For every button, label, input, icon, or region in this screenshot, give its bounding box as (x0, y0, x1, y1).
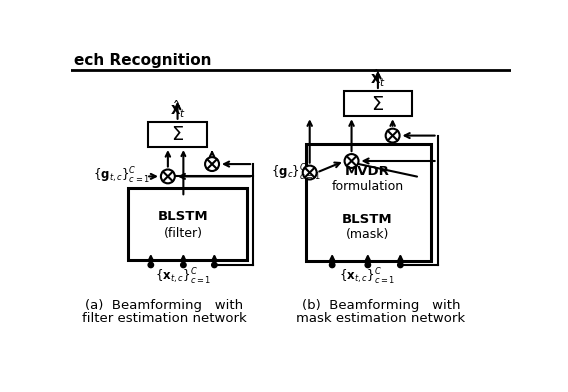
Text: mask estimation network: mask estimation network (296, 312, 466, 325)
Text: (a)  Beamforming   with: (a) Beamforming with (85, 299, 243, 312)
Bar (315, 153, 420, 201)
Circle shape (365, 262, 370, 268)
Text: $\{\mathbf{g}_{t,c}\}_{c=1}^C$: $\{\mathbf{g}_{t,c}\}_{c=1}^C$ (93, 166, 150, 187)
Text: filter estimation network: filter estimation network (82, 312, 247, 325)
Text: formulation: formulation (331, 180, 403, 193)
Text: $\Sigma$: $\Sigma$ (371, 94, 385, 114)
Text: BLSTM: BLSTM (158, 210, 208, 223)
Circle shape (398, 262, 403, 268)
Circle shape (303, 166, 317, 180)
Text: BLSTM: BLSTM (342, 213, 392, 226)
Bar (148, 122, 207, 147)
Text: (mask): (mask) (346, 229, 389, 241)
Text: ech Recognition: ech Recognition (74, 53, 212, 68)
Circle shape (329, 262, 335, 268)
Circle shape (161, 169, 175, 183)
Circle shape (386, 129, 400, 143)
Text: $\hat{\mathbf{x}}_t$: $\hat{\mathbf{x}}_t$ (370, 68, 386, 89)
Text: $\{\mathbf{x}_{t,c}\}_{c=1}^C$: $\{\mathbf{x}_{t,c}\}_{c=1}^C$ (155, 267, 211, 287)
Circle shape (181, 262, 186, 268)
Circle shape (148, 262, 153, 268)
Bar (315, 201, 420, 251)
Bar (137, 197, 230, 251)
Circle shape (212, 262, 217, 268)
Circle shape (205, 157, 219, 171)
Text: $\{\mathbf{g}_c\}_{c=1}^C$: $\{\mathbf{g}_c\}_{c=1}^C$ (271, 163, 320, 183)
Circle shape (345, 154, 358, 168)
Bar (344, 91, 412, 116)
Text: (filter): (filter) (164, 227, 203, 240)
Text: $\Sigma$: $\Sigma$ (171, 125, 184, 144)
Bar (306, 144, 431, 261)
Bar (128, 188, 247, 260)
Text: MVDR: MVDR (345, 165, 390, 178)
Text: $\hat{\mathbf{x}}_t$: $\hat{\mathbf{x}}_t$ (170, 99, 186, 120)
Text: (b)  Beamforming   with: (b) Beamforming with (302, 299, 460, 312)
Text: $\{\mathbf{x}_{t,c}\}_{c=1}^C$: $\{\mathbf{x}_{t,c}\}_{c=1}^C$ (339, 267, 395, 287)
